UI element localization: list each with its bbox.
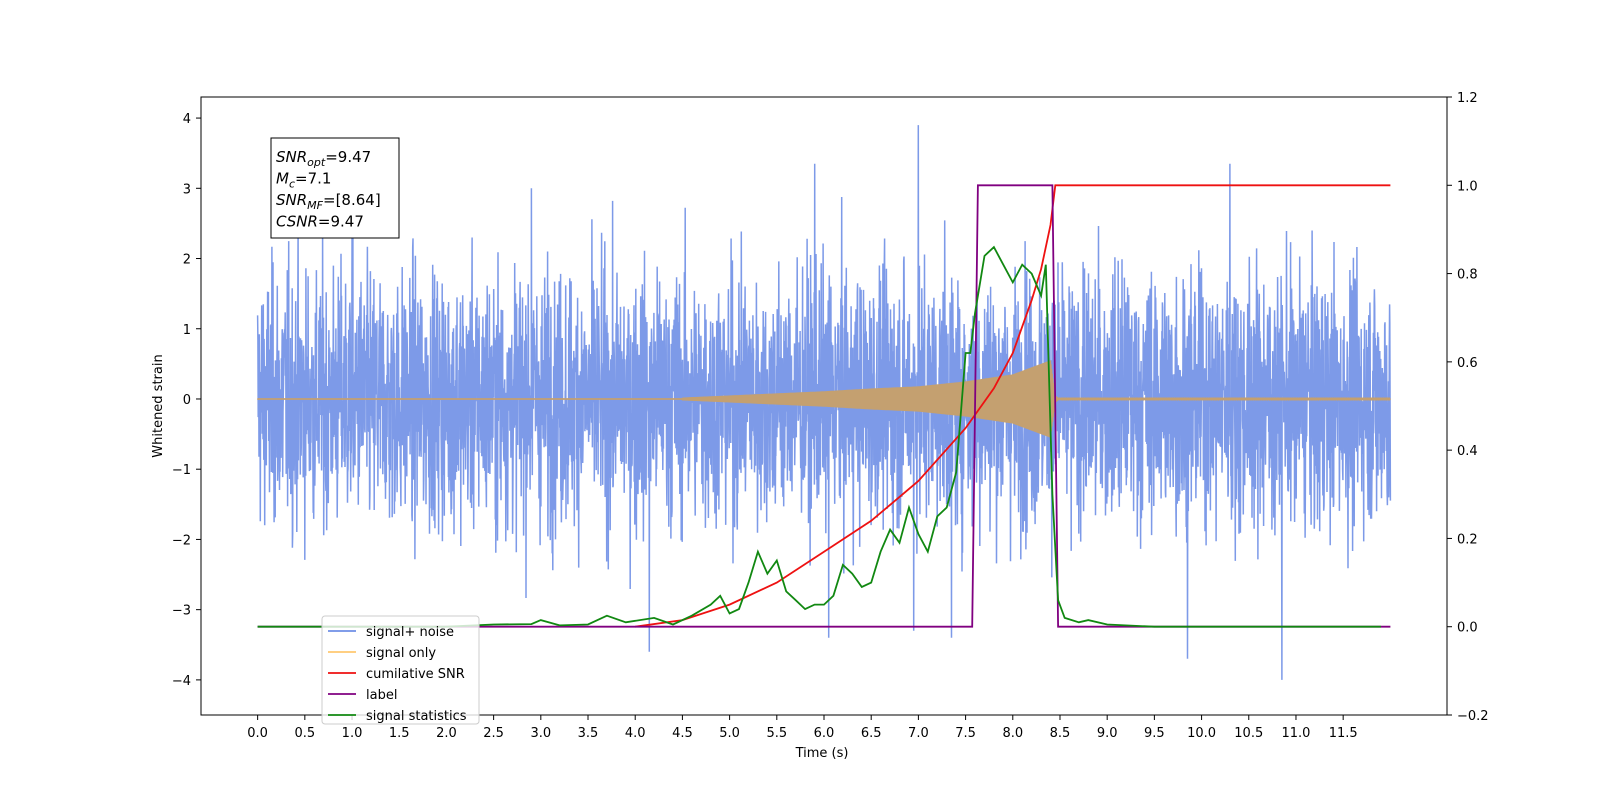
annotation-line: Mc=7.1 (276, 170, 331, 191)
x-tick-label: 6.0 (814, 726, 835, 741)
x-tick-label: 11.5 (1329, 726, 1358, 741)
y-axis-right-ticks: −0.2 0.0 0.2 0.4 0.6 0.8 1.0 1.2 (1447, 91, 1489, 724)
y-axis-label: Whitened strain (151, 354, 166, 457)
y-left-tick-label: −2 (172, 533, 191, 548)
y-left-tick-label: −4 (172, 674, 191, 689)
y-right-tick-label: 0.0 (1457, 621, 1478, 636)
x-axis-label: Time (s) (795, 746, 849, 761)
y-left-tick-label: 0 (183, 393, 191, 408)
x-tick-label: 3.5 (578, 726, 599, 741)
series-line-signal-statistics (257, 245, 1381, 628)
y-left-tick-label: 1 (183, 323, 191, 338)
annotation-line: CSNR=9.47 (276, 213, 364, 231)
series-layer (256, 125, 1392, 680)
x-axis-ticks: 0.0 0.5 1.0 1.5 2.0 2.5 3.0 3.5 4.0 4.5 5.0 5.5 6.0 6… (247, 715, 1358, 741)
annotation-line: SNRMF=[8.64] (276, 191, 381, 212)
y-right-tick-label: 0.2 (1457, 532, 1478, 547)
y-right-tick-label: 0.4 (1457, 444, 1478, 459)
y-right-tick-label: 0.6 (1457, 356, 1478, 371)
x-tick-label: 8.0 (1002, 726, 1023, 741)
x-tick-label: 10.0 (1187, 726, 1216, 741)
x-tick-label: 6.5 (861, 726, 882, 741)
y-left-tick-label: 3 (183, 182, 191, 197)
legend-frame (321, 615, 480, 725)
y-axis-left-ticks: −4 −3 −2 −1 0 1 2 3 4 (172, 112, 201, 689)
x-tick-label: 10.5 (1234, 726, 1263, 741)
x-tick-label: 8.5 (1050, 726, 1071, 741)
y-right-tick-label: −0.2 (1457, 709, 1489, 724)
y-right-tick-label: 0.8 (1457, 268, 1478, 283)
legend-entry: signal+ noise (366, 625, 454, 640)
x-tick-label: 7.5 (955, 726, 976, 741)
x-tick-label: 4.5 (672, 726, 693, 741)
annotation-frame (270, 137, 400, 239)
y-left-tick-label: 4 (183, 112, 191, 127)
x-tick-label: 0.5 (294, 726, 315, 741)
legend-entry: cumilative SNR (366, 667, 465, 682)
legend-entry: signal only (366, 646, 436, 661)
x-tick-label: 2.0 (436, 726, 457, 741)
series-line-label (257, 184, 1391, 628)
x-tick-label: 3.0 (530, 726, 551, 741)
y-left-tick-label: −1 (172, 463, 191, 478)
y-right-tick-label: 1.2 (1457, 91, 1478, 106)
x-tick-label: 2.5 (483, 726, 504, 741)
series-line-signal-only (257, 360, 1391, 438)
x-tick-label: 4.0 (625, 726, 646, 741)
x-tick-label: 11.0 (1281, 726, 1310, 741)
x-tick-label: 1.0 (342, 726, 363, 741)
x-tick-label: 0.0 (247, 726, 268, 741)
x-tick-label: 1.5 (389, 726, 410, 741)
x-tick-label: 7.0 (908, 726, 929, 741)
series-line-signal-noise (256, 125, 1392, 680)
legend: signal+ noise signal only cumilative SNR la… (321, 615, 480, 725)
legend-entry: signal statistics (366, 709, 467, 724)
annotation-line: SNRopt=9.47 (276, 148, 371, 169)
x-tick-label: 9.0 (1097, 726, 1118, 741)
x-tick-label: 5.5 (766, 726, 787, 741)
legend-entry: label (366, 688, 397, 703)
y-left-tick-label: 2 (183, 253, 191, 268)
y-right-tick-label: 1.0 (1457, 179, 1478, 194)
x-tick-label: 9.5 (1144, 726, 1165, 741)
y-left-tick-label: −3 (172, 604, 191, 619)
x-tick-label: 5.0 (719, 726, 740, 741)
